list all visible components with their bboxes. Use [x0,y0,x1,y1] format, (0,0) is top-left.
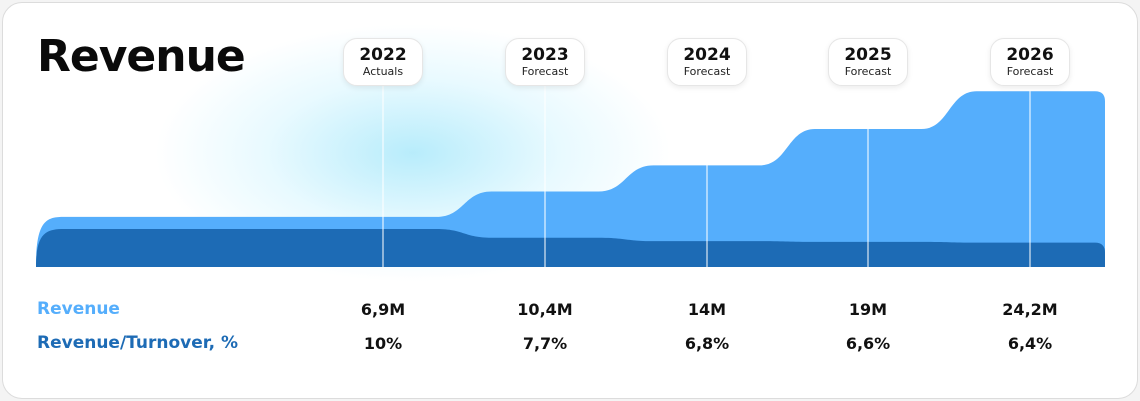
revenue-value: 19M [848,300,888,319]
year-sublabel: Actuals [362,65,404,78]
year-sublabel: Forecast [521,65,569,78]
revenue-value: 24,2M [1002,300,1058,319]
year-label: 2025 [844,45,892,65]
year-sublabel: Forecast [844,65,892,78]
revenue-value: 10,4M [517,300,573,319]
year-label: 2022 [359,45,407,65]
revenue-area-chart [36,83,1105,267]
revenue-area [36,91,1105,267]
year-pill: 2024 Forecast [667,38,747,86]
revenue-turnover-value: 10% [363,334,403,353]
year-label: 2026 [1006,45,1054,65]
revenue-turnover-value: 7,7% [522,334,568,353]
year-sublabel: Forecast [1006,65,1054,78]
year-pill: 2025 Forecast [828,38,908,86]
legend-revenue: Revenue [37,299,120,319]
revenue-value: 14M [687,300,727,319]
revenue-turnover-value: 6,8% [684,334,730,353]
revenue-turnover-value: 6,4% [1007,334,1053,353]
year-pill: 2026 Forecast [990,38,1070,86]
revenue-value: 6,9M [360,300,406,319]
revenue-turnover-value: 6,6% [845,334,891,353]
chart-title: Revenue [37,31,246,82]
year-pill: 2023 Forecast [505,38,585,86]
year-label: 2023 [521,45,569,65]
year-label: 2024 [683,45,731,65]
legend-revenue-turnover: Revenue/Turnover, % [37,333,239,353]
revenue-turnover-area [36,229,1105,267]
year-sublabel: Forecast [683,65,731,78]
year-pill: 2022 Actuals [343,38,423,86]
